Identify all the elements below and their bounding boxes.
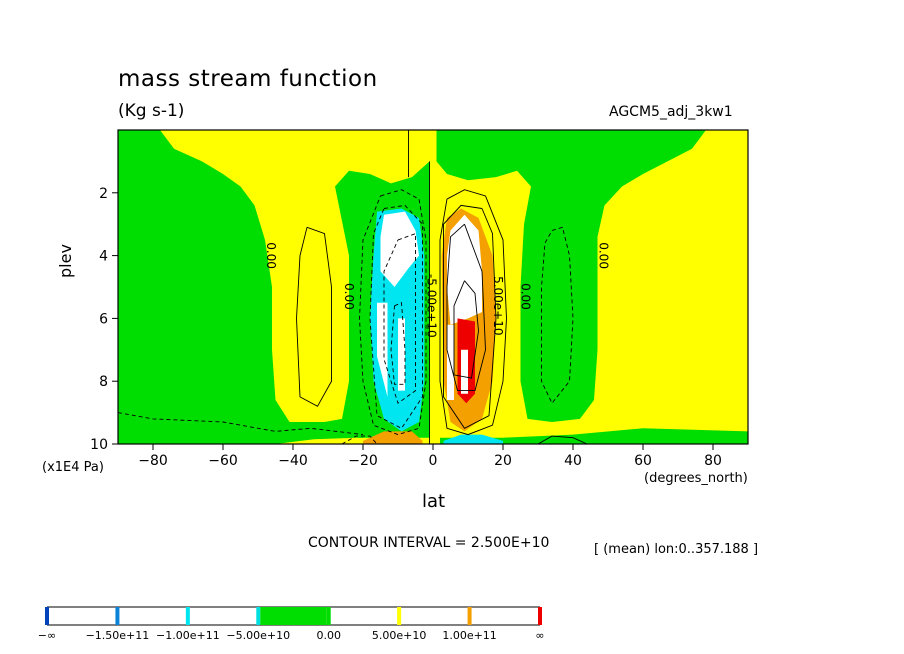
x-tick-label: −40 [278,453,308,469]
colorbar-swatch [326,607,331,625]
x-tick-label: −20 [348,453,378,469]
colorbar-swatch [538,607,542,625]
mean-note: [ (mean) lon:0..357.188 ] [594,542,759,557]
x-tick-label: −80 [138,453,168,469]
contour-pos-nh-outer [439,189,507,436]
x-tick-label: 40 [564,453,582,469]
x-tick-label: 0 [429,453,438,469]
contour-label: -5.00e+10 [424,274,438,338]
colorbar-swatch [45,607,49,625]
x-axis-label: lat [422,491,446,512]
contour-pos-nh-surface [537,435,588,444]
fill-surface-negative [443,434,503,444]
y-tick-label: 4 [99,249,108,265]
fill-negative-cell-core-upper [380,211,419,287]
contour-pos-nh-mid [443,204,497,429]
colorbar-swatch [397,607,402,625]
colorbar-label: ∞ [535,629,544,642]
fill-negative-nh-main [436,130,706,422]
contour-interval-label: CONTOUR INTERVAL = 2.500E+10 [308,535,550,551]
chart-title: mass stream function [118,66,378,92]
chart-units: (Kg s-1) [118,101,185,121]
x-tick-label: 20 [494,453,512,469]
contour-pos-nh-core [453,280,479,379]
contour-label: 0.00 [264,242,278,269]
x-axis-units: (degrees_north) [644,471,748,486]
y-tick-label: 8 [99,374,108,390]
contour-label: 5.00e+10 [491,276,505,335]
contour-label: 0.00 [342,283,356,310]
contour-pos-nh-inner [446,223,486,392]
colorbar-active-bin [260,607,327,625]
contour-neg-sh-outer [359,189,427,436]
colorbar-label: 1.00e+11 [442,629,496,642]
plot-area [118,130,748,444]
contour-label: 0.00 [597,242,611,269]
colorbar-swatch [467,607,472,625]
x-tick-label: 60 [634,453,652,469]
colorbar-label: −1.00e+11 [156,629,220,642]
fill-positive-cell-core-upper [447,214,482,325]
contour-neg-sh-mid [369,204,423,429]
fill-surface-positive [363,431,423,444]
fill-equator-strip [429,161,437,444]
y-axis-units: (x1E4 Pa) [42,460,104,475]
contour-neg-sh-surface [118,412,364,436]
contour-neg-sh-surface-small [341,435,378,444]
run-id-label: AGCM5_adj_3kw1 [609,104,733,120]
y-tick-label: 6 [99,311,108,327]
fill-negative-near-surface [440,428,748,444]
colorbar-label: 5.00e+10 [372,629,426,642]
fill-negative-cell-core-center [398,318,405,391]
contour-neg-sh-core [390,302,406,385]
colorbar-label: −∞ [38,629,56,642]
contour-pos-sh-subtropic [296,226,332,407]
colorbar-swatch [115,607,120,625]
x-tick-label: −60 [208,453,238,469]
colorbar-label: −5.00e+10 [226,629,290,642]
x-tick-label: 80 [704,453,722,469]
fill-positive-cell-max-core [461,349,468,394]
contour-label: 0.00 [518,283,532,310]
colorbar-swatch [256,607,261,625]
colorbar-label: −1.50e+11 [86,629,150,642]
fill-negative-sh-main [118,130,430,444]
colorbar-swatch [185,607,190,625]
contour-neg-sh-inner [383,232,416,404]
colorbar-label: 0.00 [316,629,341,642]
fill-negative-cell-core-left [377,302,388,397]
y-tick-label: 10 [90,437,108,453]
y-tick-label: 2 [99,186,108,202]
